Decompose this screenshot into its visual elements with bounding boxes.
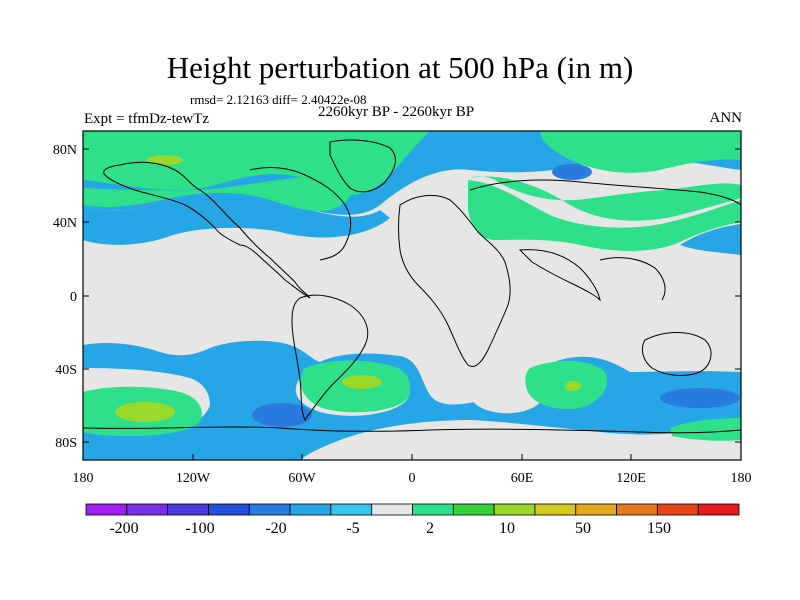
lat-label-80s: 80S [55, 436, 77, 451]
contour-darkblue-south-pacific [252, 403, 312, 427]
colorbar-label: -200 [109, 520, 138, 537]
colorbar-swatch [330, 503, 373, 516]
colorbar-swatch [85, 503, 128, 516]
colorbar-swatch [208, 503, 250, 516]
colorbar-swatch [452, 503, 495, 516]
colorbar-swatch [493, 503, 536, 516]
coastlines [83, 139, 741, 434]
contour-green-eurasia-band [468, 180, 741, 251]
stats-text: rmsd= 2.12163 diff= 2.40422e-08 [190, 92, 367, 107]
colorbar-label: 2 [426, 520, 434, 537]
contour-green-arctic-east [540, 131, 741, 173]
colorbar-swatch [371, 503, 413, 516]
colorbar [85, 503, 740, 516]
colorbar-swatch [534, 503, 577, 516]
period-label: 2260kyr BP - 2260kyr BP [318, 104, 475, 120]
colorbar-swatch [289, 503, 332, 516]
colorbar-swatch [575, 503, 617, 516]
contour-blue-north-lower [83, 192, 390, 245]
season-label: ANN [709, 110, 743, 126]
colorbar-swatch [616, 503, 658, 516]
lat-ticks [83, 148, 741, 443]
colorbar-swatch [126, 503, 169, 516]
contour-darkblue-north-asia [552, 164, 592, 180]
experiment-label: Expt = tfmDz-tewTz [84, 111, 210, 127]
lon-label-0: 0 [409, 471, 416, 486]
contour-green-asia [470, 176, 741, 221]
colorbar-swatch [412, 503, 454, 516]
colorbar-label: 150 [647, 520, 671, 537]
colorbar-label: 50 [575, 520, 591, 537]
lon-ticks [82, 454, 742, 460]
colorbar-labels: -200 -100 -20 -5 2 10 50 150 [109, 520, 671, 537]
contour-green-south-east [670, 418, 741, 441]
colorbar-swatch [697, 503, 740, 516]
lon-label-180-right: 180 [731, 471, 752, 486]
contour-blue-pacific-east [680, 224, 741, 255]
lon-label-120e: 120E [616, 471, 646, 486]
colorbar-label: -5 [346, 520, 359, 537]
lat-label-40s: 40S [55, 363, 77, 378]
contour-darkblue-south-east [660, 388, 740, 408]
colorbar-swatch [656, 503, 699, 516]
lat-label-40n: 40N [53, 216, 77, 231]
lon-label-60e: 60E [511, 471, 534, 486]
colorbar-label: 10 [499, 520, 515, 537]
contour-yellowgreen-arctic [147, 155, 183, 165]
lon-label-120w: 120W [176, 471, 211, 486]
lon-label-180-left: 180 [73, 471, 94, 486]
colorbar-swatch [248, 503, 291, 516]
contour-yellowgreen-atlantic [342, 375, 382, 389]
colorbar-label: -20 [265, 520, 286, 537]
lat-label-0: 0 [70, 290, 77, 305]
chart-title: Height perturbation at 500 hPa (in m) [166, 50, 634, 85]
colorbar-label: -100 [185, 520, 214, 537]
lat-label-80n: 80N [53, 143, 77, 158]
lon-label-60w: 60W [288, 471, 316, 486]
contour-yellowgreen-pacific [115, 402, 175, 422]
contour-yellowgreen-indian [565, 381, 581, 391]
colorbar-swatch [167, 503, 209, 516]
contour-green-canada [83, 177, 356, 212]
contour-grey-antarctic [300, 418, 741, 460]
